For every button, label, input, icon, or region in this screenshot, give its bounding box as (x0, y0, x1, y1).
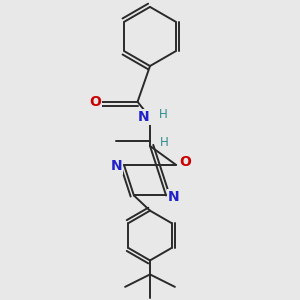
Text: N: N (110, 159, 122, 173)
Text: N: N (138, 110, 150, 124)
Text: H: H (160, 136, 168, 149)
Text: N: N (168, 190, 180, 204)
Text: O: O (179, 155, 191, 170)
Text: O: O (89, 95, 101, 109)
Text: H: H (159, 108, 167, 121)
